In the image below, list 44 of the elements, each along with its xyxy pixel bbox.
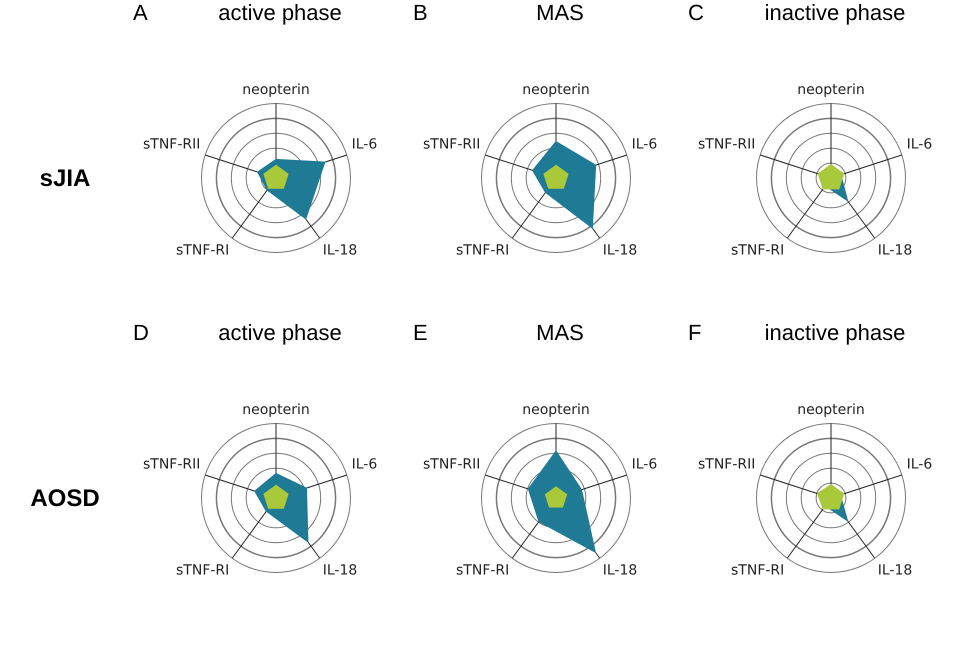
spoke-label: IL-6	[906, 456, 932, 473]
spoke-label: sTNF-RI	[456, 562, 510, 578]
spoke-label: IL-18	[878, 562, 912, 578]
spoke-label: IL-6	[632, 136, 658, 153]
text: B	[413, 0, 428, 26]
spoke-label: IL-18	[602, 242, 638, 258]
spoke-label: neopterin	[797, 402, 865, 418]
text: E	[413, 320, 428, 346]
chart-title: MAS	[535, 320, 585, 346]
text: D	[133, 320, 149, 346]
spoke-label: sTNF-RI	[456, 242, 510, 258]
spoke-label: sTNF-RII	[422, 456, 480, 473]
text: AOSD	[29, 485, 101, 513]
chart-title: MAS	[535, 0, 585, 26]
spoke-label: sTNF-RII	[698, 136, 756, 153]
spoke-label: sTNF-RII	[142, 456, 200, 473]
spoke-label: IL-6	[632, 456, 658, 473]
spoke-label: sTNF-RI	[176, 242, 230, 258]
text: A	[133, 0, 148, 26]
spoke-label: sTNF-RII	[142, 136, 200, 153]
spoke-label: IL-18	[878, 242, 912, 258]
chart-title: inactive phase	[764, 320, 906, 346]
spoke-label: IL-18	[602, 562, 638, 578]
spoke-label: sTNF-RI	[731, 562, 784, 578]
text: C	[688, 0, 704, 26]
spoke-label: sTNF-RI	[731, 242, 784, 258]
spoke-label: neopterin	[242, 82, 310, 98]
spoke-label: IL-18	[322, 562, 358, 578]
spoke-label: IL-6	[906, 136, 932, 153]
chart-title: active phase	[217, 0, 343, 26]
spoke-label: sTNF-RII	[422, 136, 480, 153]
spoke-label: neopterin	[522, 402, 590, 418]
chart-title: active phase	[217, 320, 343, 346]
spoke-label: sTNF-RII	[698, 456, 756, 473]
spoke-label: IL-18	[322, 242, 358, 258]
spoke-label: IL-6	[352, 136, 378, 153]
spoke-label: neopterin	[242, 402, 310, 418]
text: sJIA	[38, 165, 92, 193]
spoke-label: IL-6	[352, 456, 378, 473]
text: F	[688, 320, 702, 346]
spoke-label: neopterin	[797, 82, 865, 98]
spoke-label: neopterin	[522, 82, 590, 98]
spoke-label: sTNF-RI	[176, 562, 230, 578]
chart-title: inactive phase	[764, 0, 906, 26]
